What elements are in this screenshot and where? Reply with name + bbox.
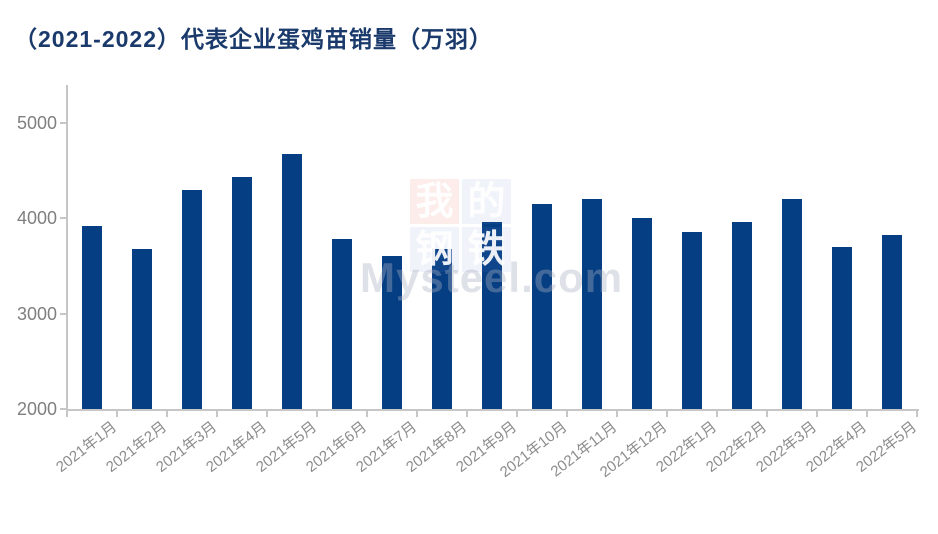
bar xyxy=(82,225,102,409)
y-tick-label: 4000 xyxy=(16,208,57,229)
y-tick xyxy=(60,312,67,315)
x-tick xyxy=(416,411,418,417)
x-tick xyxy=(616,411,618,417)
watermark-tile: 我 xyxy=(410,179,459,224)
bar xyxy=(782,199,802,409)
x-axis-line xyxy=(66,409,919,411)
watermark-tile: 的 xyxy=(462,179,511,224)
y-tick xyxy=(60,122,67,124)
y-tick-label: 3000 xyxy=(16,303,57,324)
bar xyxy=(432,248,452,409)
x-tick xyxy=(916,411,918,417)
x-tick xyxy=(116,411,118,417)
bar xyxy=(582,199,602,409)
bar xyxy=(282,154,302,409)
x-tick xyxy=(666,411,668,417)
x-tick xyxy=(266,411,268,417)
x-tick xyxy=(566,411,568,417)
x-tick xyxy=(466,411,468,417)
bar xyxy=(732,222,752,409)
x-tick xyxy=(366,411,368,417)
x-tick xyxy=(216,411,218,417)
y-tick xyxy=(60,408,67,410)
y-axis-line xyxy=(66,85,68,411)
bar xyxy=(632,218,652,409)
x-tick xyxy=(516,411,518,417)
y-tick xyxy=(60,217,67,220)
bar xyxy=(832,246,852,409)
y-tick-label: 2000 xyxy=(16,399,57,419)
x-tick xyxy=(166,411,168,417)
bar xyxy=(232,177,252,409)
bar xyxy=(132,248,152,409)
x-tick xyxy=(66,411,68,417)
x-tick xyxy=(716,411,718,417)
bar xyxy=(532,204,552,409)
bar xyxy=(682,231,702,409)
y-tick-label: 5000 xyxy=(16,113,57,133)
x-tick xyxy=(316,411,318,417)
bar xyxy=(382,256,402,409)
x-tick xyxy=(866,411,868,417)
bar xyxy=(332,239,352,409)
bar xyxy=(482,222,502,409)
x-tick xyxy=(766,411,768,417)
bar xyxy=(882,235,902,409)
x-tick xyxy=(816,411,818,417)
bar xyxy=(182,189,202,409)
chart-title: （2021-2022）代表企业蛋鸡苗销量（万羽） xyxy=(14,26,493,52)
